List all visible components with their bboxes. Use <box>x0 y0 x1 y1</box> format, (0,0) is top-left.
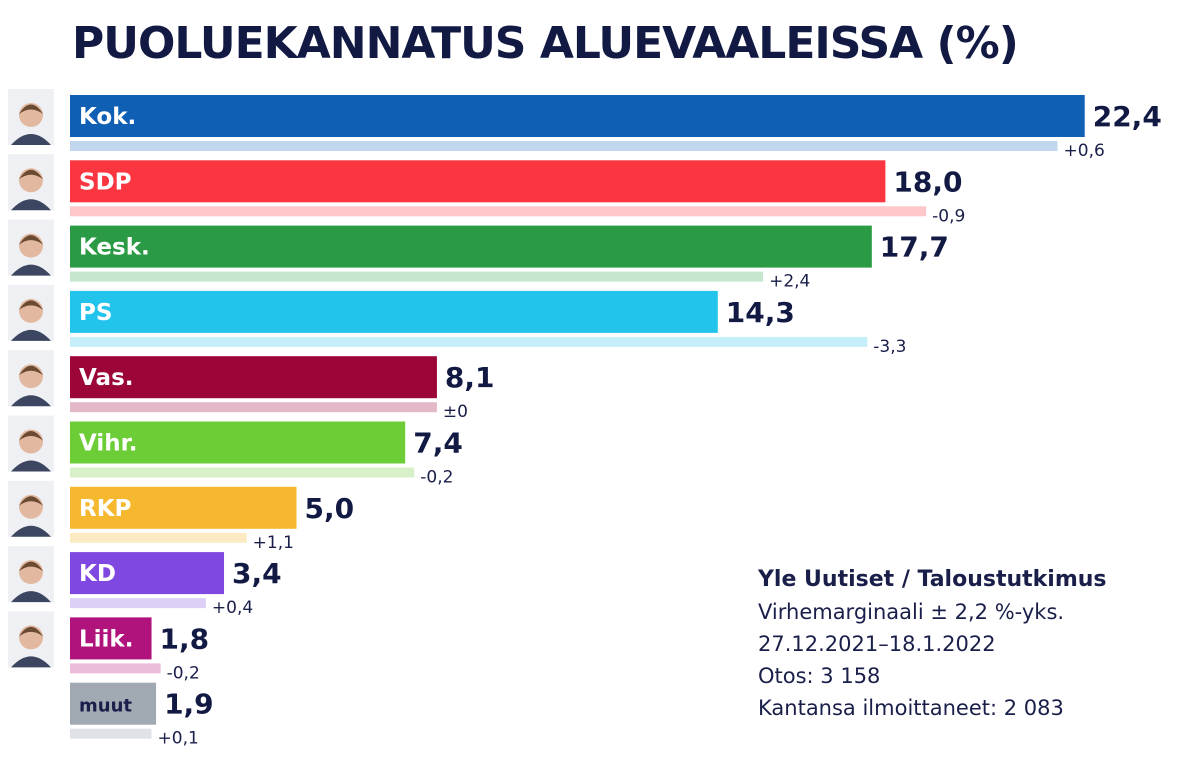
value-label-muut: 1,9 <box>164 688 214 721</box>
change-label-ps: -3,3 <box>873 337 906 357</box>
previous-bar-liik <box>70 663 161 674</box>
change-label-vihr: -0,2 <box>420 468 453 488</box>
portrait-icon <box>8 284 54 341</box>
bar-label-vihr: Vihr. <box>79 431 137 457</box>
bar-kesk <box>70 225 872 268</box>
value-label-liik: 1,8 <box>160 622 210 655</box>
source-sample-size: Otos: 3 158 <box>758 664 881 688</box>
value-label-kesk: 17,7 <box>880 231 949 264</box>
bar-label-vas: Vas. <box>79 365 134 391</box>
bar-label-rkp: RKP <box>79 496 131 522</box>
portrait-icon <box>8 611 54 668</box>
portrait-icon <box>8 219 54 276</box>
value-label-vas: 8,1 <box>445 361 495 394</box>
previous-bar-rkp <box>70 532 247 543</box>
bar-muut <box>70 682 157 725</box>
value-label-kd: 3,4 <box>232 557 282 590</box>
bar-vihr <box>70 421 406 464</box>
value-label-ps: 14,3 <box>726 296 795 329</box>
portrait-icon <box>8 480 54 537</box>
bar-label-liik: Liik. <box>79 626 133 652</box>
previous-bar-ps <box>70 336 868 347</box>
bar-label-ps: PS <box>79 300 112 326</box>
bar-label-kesk: Kesk. <box>79 235 150 261</box>
change-label-vas: ±0 <box>443 402 468 422</box>
change-label-kok: +0,6 <box>1064 141 1105 161</box>
change-label-liik: -0,2 <box>167 663 200 683</box>
bar-ps <box>70 290 718 333</box>
bar-label-kok: Kok. <box>79 104 136 130</box>
value-label-vihr: 7,4 <box>413 427 463 460</box>
change-label-sdp: -0,9 <box>932 206 965 226</box>
bar-kd <box>70 552 225 595</box>
portrait-icon <box>8 350 54 407</box>
source-heading: Yle Uutiset / Taloustutkimus <box>758 567 1107 592</box>
change-label-muut: +0,1 <box>158 729 199 749</box>
source-margin-of-error: Virhemarginaali ± 2,2 %-yks. <box>758 600 1065 624</box>
source-info: Yle Uutiset / Taloustutkimus Virhemargin… <box>758 564 1188 724</box>
portrait-icon <box>8 546 54 603</box>
previous-bar-muut <box>70 728 152 739</box>
value-label-rkp: 5,0 <box>305 492 355 525</box>
bar-rkp <box>70 486 297 529</box>
change-label-kd: +0,4 <box>212 598 253 618</box>
bar-liik <box>70 617 152 660</box>
bar-kok <box>70 95 1085 137</box>
source-date-range: 27.12.2021–18.1.2022 <box>758 632 996 656</box>
source-respondents: Kantansa ilmoittaneet: 2 083 <box>758 696 1064 720</box>
portrait-icon <box>8 89 54 145</box>
bar-label-kd: KD <box>79 561 116 587</box>
previous-bar-kok <box>70 141 1058 151</box>
previous-bar-sdp <box>70 206 927 217</box>
value-label-sdp: 18,0 <box>893 165 962 198</box>
bar-vas <box>70 356 437 399</box>
portrait-icon <box>8 154 54 211</box>
previous-bar-kesk <box>70 271 764 282</box>
previous-bar-kd <box>70 598 206 609</box>
value-label-kok: 22,4 <box>1093 100 1162 133</box>
chart-title: PUOLUEKANNATUS ALUEVAALEISSA (%) <box>72 18 1019 69</box>
bar-label-muut: muut <box>79 696 132 717</box>
bar-label-sdp: SDP <box>79 169 132 195</box>
portrait-icon <box>8 415 54 472</box>
previous-bar-vas <box>70 402 437 413</box>
change-label-kesk: +2,4 <box>769 272 810 292</box>
previous-bar-vihr <box>70 467 415 478</box>
bar-sdp <box>70 160 886 203</box>
change-label-rkp: +1,1 <box>253 533 294 553</box>
